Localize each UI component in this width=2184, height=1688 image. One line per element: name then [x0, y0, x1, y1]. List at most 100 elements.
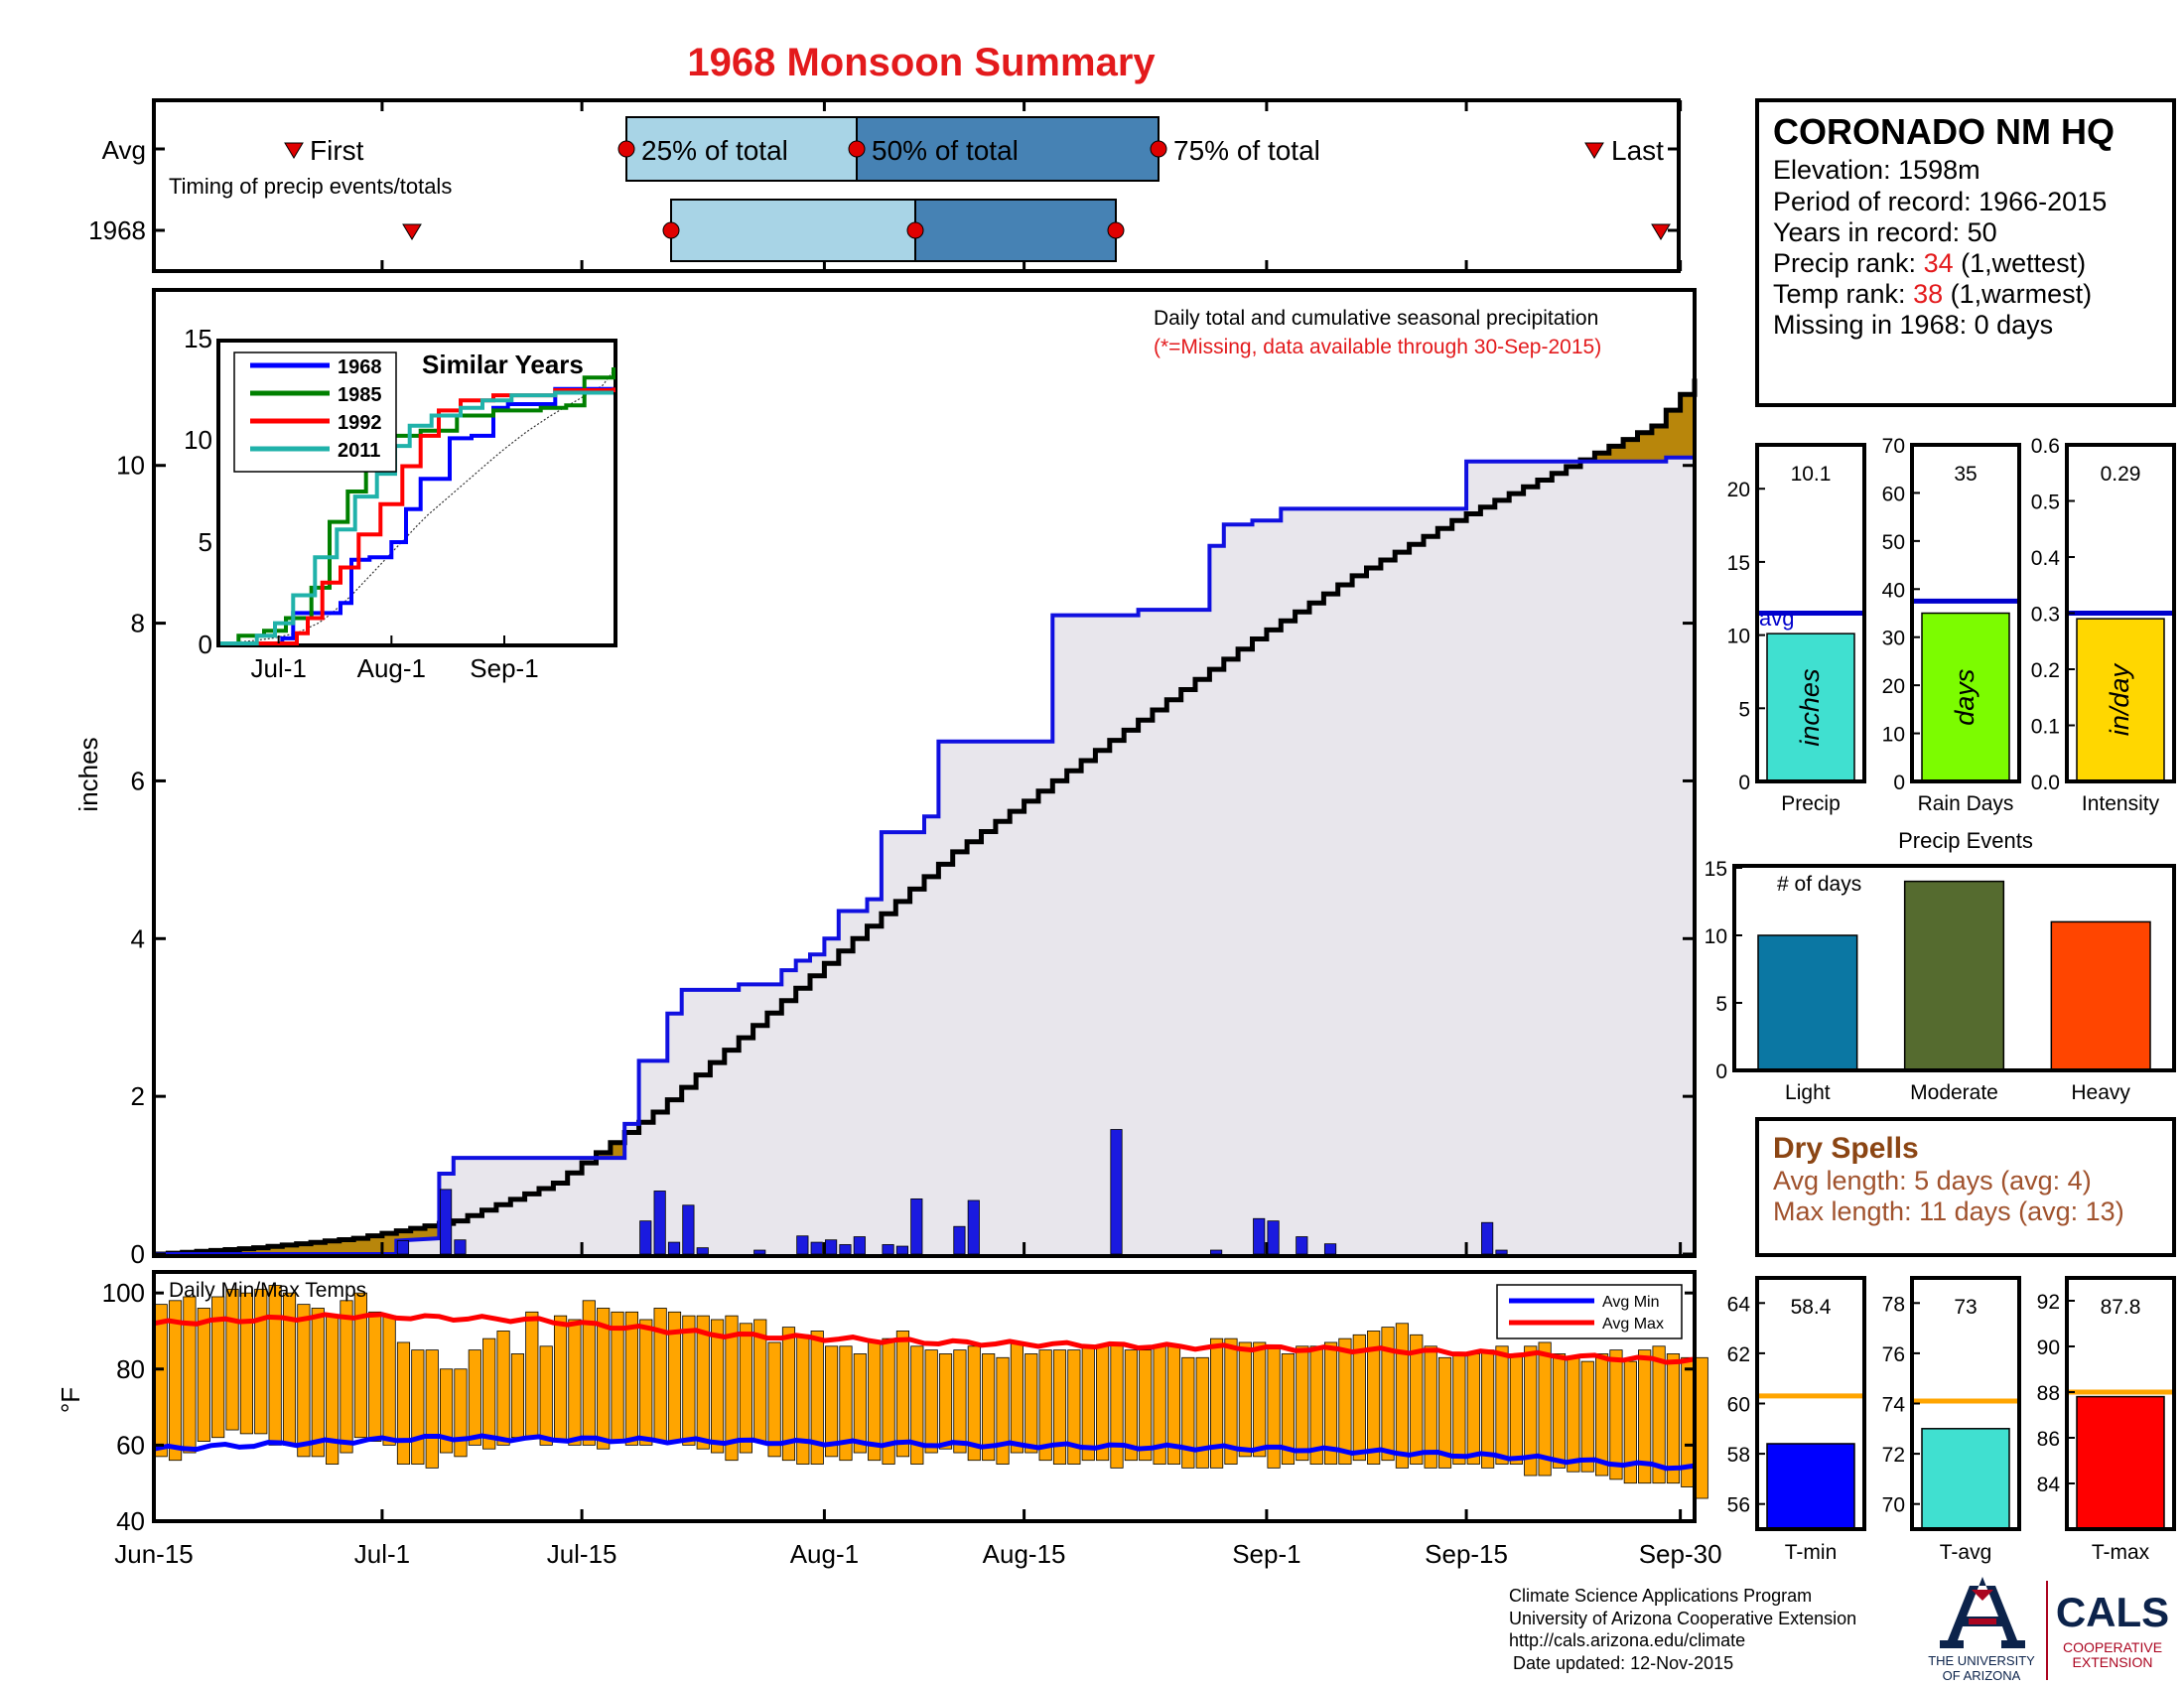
- precip-gauge-tick-label: 15: [1727, 552, 1750, 575]
- station-temp-rank: Temp rank: 38 (1,warmest): [1773, 279, 2092, 309]
- avg-last-label: Last: [1611, 135, 1664, 166]
- intensity-gauge-bar: [2076, 618, 2165, 782]
- raindays-gauge-tick-label: 20: [1882, 675, 1905, 698]
- daily-temp-bar: [982, 1353, 996, 1462]
- footer-line3: http://cals.arizona.edu/climate: [1509, 1630, 1745, 1650]
- raindays-gauge-bar: [1921, 612, 2010, 782]
- daily-precip-bar: [825, 1239, 838, 1255]
- daily-temp-bar: [1481, 1349, 1495, 1469]
- observed-cumulative-area: [154, 457, 1695, 1254]
- daily-temp-bar: [696, 1315, 710, 1450]
- daily-temp-bar: [239, 1292, 253, 1435]
- daily-temp-bar: [154, 1304, 168, 1458]
- daily-precip-bar: [839, 1244, 852, 1255]
- avg-label-25: 25% of total: [641, 135, 788, 166]
- raindays-gauge-unit: days: [1950, 669, 1979, 726]
- avg-marker-25: [617, 140, 635, 158]
- station-missing: Missing in 1968: 0 days: [1773, 310, 2053, 340]
- raindays-gauge-tick-label: 0: [1893, 772, 1905, 794]
- precip-gauge-tick-label: 20: [1727, 479, 1750, 501]
- inset-title: Similar Years: [422, 350, 584, 379]
- raindays-gauge: 0 10 20 30 40 50 60 70 35 days Rain Days: [1882, 435, 2021, 815]
- daily-temp-bar: [1552, 1353, 1567, 1469]
- daily-temp-bar: [711, 1319, 725, 1454]
- daily-temp-bar: [1538, 1341, 1552, 1477]
- precip-rank-note: (1,wettest): [1954, 248, 2087, 278]
- daily-temp-bar: [1281, 1353, 1296, 1465]
- precip-gauge-unit: inches: [1795, 669, 1825, 747]
- similar-years-inset: Similar Years 1968 1985 1992 2011 0 5 10 15 Jul…: [184, 324, 617, 683]
- daily-temp-bar: [895, 1331, 910, 1458]
- daily-precip-bar: [1495, 1249, 1508, 1255]
- daily-temp-bar: [197, 1308, 210, 1442]
- date-tick-label: Sep-15: [1425, 1539, 1508, 1569]
- daily-temp-bar: [1110, 1341, 1124, 1469]
- year-first-marker: [402, 223, 422, 240]
- daily-temp-bar: [1623, 1360, 1637, 1484]
- daily-temp-bar: [1052, 1349, 1067, 1465]
- inset-avg-dotted-line: [219, 370, 614, 644]
- inset-y-tick-label: 15: [184, 324, 212, 353]
- raindays-gauge-tick-label: 70: [1882, 435, 1905, 458]
- timing-x-ticks: [152, 100, 1683, 271]
- daily-temp-bar: [396, 1341, 411, 1465]
- daily-precip-bar: [696, 1247, 709, 1255]
- precip-rank-label: Precip rank:: [1773, 248, 1924, 278]
- daily-precip-bar: [639, 1220, 652, 1255]
- tmax-gauge-tick-label: 86: [2037, 1428, 2060, 1451]
- event-bar-moderate: [1903, 880, 2005, 1071]
- daily-precip-bar: [967, 1199, 980, 1255]
- daily-precip-bar: [440, 1189, 453, 1255]
- events-ylabel: # of days: [1777, 873, 1861, 896]
- temp-y-tick-label: 80: [116, 1354, 145, 1384]
- daily-temp-bar: [1395, 1323, 1409, 1469]
- dry-spells-box: Dry Spells Avg length: 5 days (avg: 4) M…: [1755, 1117, 2176, 1257]
- inset-legend-items: 1968 1985 1992 2011: [250, 356, 382, 462]
- avg-label-50: 50% of total: [872, 135, 1019, 166]
- event-bar-heavy: [2050, 920, 2151, 1071]
- daily-temp-bar: [1424, 1345, 1437, 1469]
- tmin-gauge-tick-label: 62: [1727, 1343, 1750, 1366]
- station-years: Years in record: 50: [1773, 217, 1997, 247]
- precip-gauge-value: 10.1: [1791, 463, 1832, 486]
- date-tick-label: Jul-1: [354, 1539, 410, 1569]
- daily-temp-bar: [525, 1311, 539, 1439]
- daily-temp-bar: [1524, 1345, 1538, 1477]
- precip-frame: [152, 288, 1697, 1258]
- inset-legend-label: 2011: [338, 440, 380, 462]
- temp-y-tick-label: 60: [116, 1430, 145, 1460]
- daily-precip-bar: [653, 1191, 666, 1255]
- event-bar-light: [1757, 934, 1858, 1071]
- temp-rank-note: (1,warmest): [1943, 279, 2092, 309]
- dry-max: Max length: 11 days (avg: 13): [1773, 1196, 2124, 1226]
- year-marker-50: [906, 221, 924, 239]
- tmin-gauge-tick-label: 56: [1727, 1494, 1750, 1517]
- date-tick-label: Jun-15: [114, 1539, 194, 1569]
- daily-temp-bar: [1567, 1356, 1580, 1473]
- daily-temp-bar: [168, 1300, 183, 1462]
- daily-precip-bar: [1210, 1249, 1223, 1255]
- precip-y-tick-label: 8: [131, 609, 145, 638]
- daily-precip-bar: [895, 1245, 909, 1255]
- avg-first-marker: [284, 142, 304, 159]
- daily-temp-bar: [1195, 1356, 1209, 1469]
- page-title: 1968 Monsoon Summary: [687, 41, 1156, 84]
- daily-temp-bar: [839, 1345, 853, 1462]
- daily-precip-bar: [910, 1198, 923, 1255]
- daily-temp-bar: [297, 1304, 311, 1458]
- daily-precip-bar: [1253, 1217, 1266, 1255]
- intensity-gauge-tick-label: 0.3: [2031, 604, 2060, 627]
- legend-avgmin-label: Avg Min: [1602, 1294, 1660, 1311]
- daily-temp-bar: [1437, 1356, 1452, 1469]
- timing-row-avg: Avg: [102, 135, 146, 165]
- daily-temp-bar: [1638, 1349, 1652, 1484]
- daily-precip-bar: [796, 1235, 809, 1255]
- precip-note-1: Daily total and cumulative seasonal prec…: [1154, 307, 1598, 330]
- timing-panel: Avg 1968 25% of total 50% of total 75% o…: [88, 98, 1683, 273]
- date-x-axis: Jun-15 Jul-1 Jul-15 Aug-1 Aug-15 Sep-1 Sep-15 S…: [114, 1509, 1722, 1569]
- intensity-gauge-tick-label: 0.5: [2031, 492, 2060, 514]
- daily-temp-bar: [1410, 1334, 1424, 1465]
- daily-temp-bar: [440, 1368, 454, 1454]
- intensity-gauge-value: 0.29: [2101, 463, 2141, 486]
